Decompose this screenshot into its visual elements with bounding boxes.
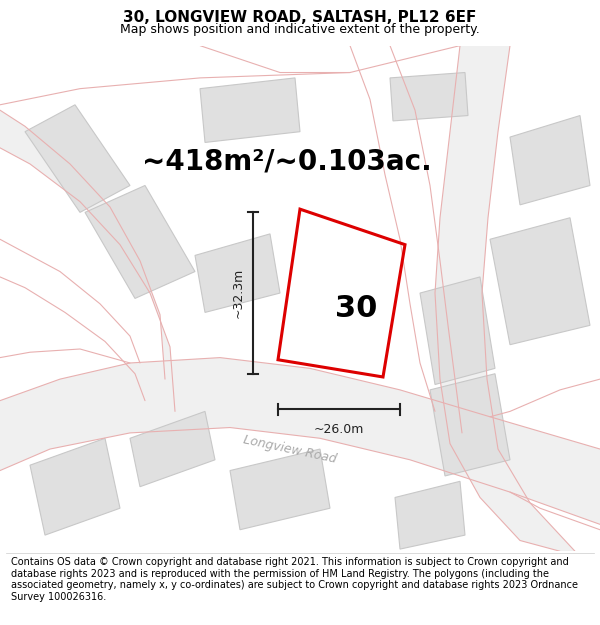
Text: 30, LONGVIEW ROAD, SALTASH, PL12 6EF: 30, LONGVIEW ROAD, SALTASH, PL12 6EF: [124, 10, 476, 25]
Polygon shape: [85, 186, 195, 298]
Polygon shape: [395, 481, 465, 549]
Polygon shape: [0, 357, 600, 524]
Polygon shape: [130, 411, 215, 487]
Text: ~32.3m: ~32.3m: [232, 268, 245, 318]
Polygon shape: [200, 78, 300, 142]
Text: 30: 30: [335, 294, 377, 323]
Text: Longview Road: Longview Road: [242, 433, 338, 465]
Text: Contains OS data © Crown copyright and database right 2021. This information is : Contains OS data © Crown copyright and d…: [11, 557, 578, 602]
Polygon shape: [420, 277, 495, 384]
Polygon shape: [510, 116, 590, 205]
Polygon shape: [30, 438, 120, 535]
Polygon shape: [390, 72, 468, 121]
Text: ~418m²/~0.103ac.: ~418m²/~0.103ac.: [142, 148, 432, 176]
Text: ~26.0m: ~26.0m: [314, 423, 364, 436]
Polygon shape: [230, 449, 330, 530]
Polygon shape: [0, 110, 175, 411]
Polygon shape: [435, 46, 575, 551]
Polygon shape: [430, 374, 510, 476]
Polygon shape: [195, 234, 280, 312]
Text: Map shows position and indicative extent of the property.: Map shows position and indicative extent…: [120, 22, 480, 36]
Polygon shape: [490, 217, 590, 345]
Polygon shape: [25, 105, 130, 212]
